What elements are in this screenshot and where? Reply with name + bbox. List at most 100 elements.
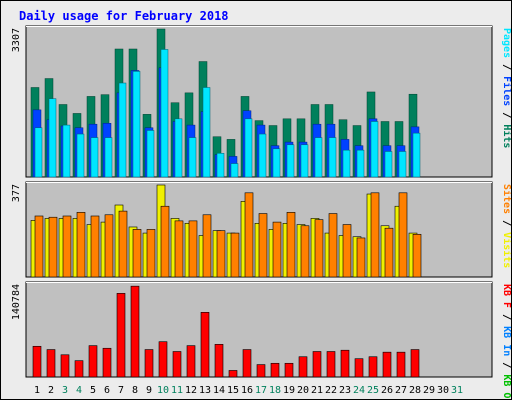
bar-pages-8 [132,71,141,178]
x-tick-day-23: 23 [339,385,351,396]
bar-kb-2 [46,349,56,378]
legend-entry-kbytes-0: KB F [501,284,511,308]
bar-kb-3 [60,354,70,378]
legend-entry-visits-sites-1: / [501,214,511,232]
bar-pages-20 [300,144,309,178]
x-tick-day-19: 19 [283,385,295,396]
x-tick-day-21: 21 [311,385,323,396]
bar-pages-18 [272,148,281,178]
x-tick-day-10: 10 [157,385,169,396]
bar-pages-9 [146,130,155,178]
bar-kb-10 [158,341,168,378]
bar-sites-12 [188,220,198,278]
bar-pages-14 [216,153,225,178]
bar-sites-3 [62,215,72,278]
bar-pages-21 [314,137,323,178]
bar-kb-22 [326,351,336,378]
legend-entry-visits-sites-2: Visits [501,232,511,268]
bar-sites-21 [314,219,324,278]
bar-sites-20 [300,225,310,278]
bar-sites-19 [286,212,296,278]
x-tick-day-2: 2 [48,385,54,396]
bar-pages-26 [384,151,393,178]
bar-kb-21 [312,351,322,378]
legend-entry-kbytes-1: / [501,308,511,326]
x-tick-day-20: 20 [297,385,309,396]
bar-pages-7 [118,82,127,178]
x-tick-day-17: 17 [255,385,267,396]
bar-pages-23 [342,149,351,178]
bar-pages-4 [76,133,85,178]
bar-sites-17 [258,213,268,278]
x-tick-day-24: 24 [353,385,365,396]
ymax-label-hits-files-pages: 3307 [11,28,22,52]
x-tick-day-3: 3 [62,385,68,396]
bar-kb-26 [382,351,392,378]
x-tick-day-12: 12 [185,385,197,396]
bar-kb-15 [228,370,238,378]
bar-kb-28 [410,349,420,378]
bar-kb-20 [298,356,308,378]
bar-sites-7 [118,210,128,278]
bar-sites-27 [398,192,408,278]
bar-sites-25 [370,192,380,278]
legend-entry-hits-files-pages-1: / [501,58,511,76]
legend-kbytes: KB F / KB In / KB Out [501,284,511,399]
bar-kb-1 [32,345,42,378]
bar-pages-3 [62,124,71,178]
bar-sites-23 [342,224,352,278]
bar-kb-11 [172,351,182,378]
bar-pages-5 [90,137,99,178]
ymax-label-kbytes: 140784 [11,284,22,320]
bar-sites-16 [244,192,254,278]
bar-pages-12 [188,137,197,178]
bar-sites-1 [34,215,44,278]
bar-pages-24 [356,149,365,178]
bar-sites-26 [384,227,394,278]
bar-kb-27 [396,351,406,378]
x-tick-day-27: 27 [395,385,407,396]
legend-visits-sites: Sites / Visits [501,184,511,268]
bar-pages-19 [286,144,295,178]
bar-pages-6 [104,137,113,178]
bar-pages-10 [160,49,169,178]
bar-pages-16 [244,118,253,178]
bar-pages-27 [398,151,407,178]
x-tick-day-9: 9 [146,385,152,396]
x-tick-day-31: 31 [451,385,463,396]
x-tick-day-6: 6 [104,385,110,396]
legend-entry-kbytes-2: KB In [501,326,511,356]
legend-entry-hits-files-pages-4: Hits [501,124,511,148]
bar-kb-14 [214,344,224,378]
x-tick-day-4: 4 [76,385,82,396]
x-tick-day-25: 25 [367,385,379,396]
bar-pages-28 [412,132,421,178]
legend-hits-files-pages: Pages / Files / Hits [501,28,511,148]
bar-kb-6 [102,347,112,378]
bar-pages-2 [48,98,57,178]
x-tick-day-26: 26 [381,385,393,396]
bar-sites-4 [76,212,86,278]
legend-entry-hits-files-pages-3: / [501,106,511,124]
x-tick-day-1: 1 [34,385,40,396]
bar-sites-6 [104,214,114,278]
legend-entry-hits-files-pages-0: Pages [501,28,511,58]
bar-sites-18 [272,221,282,278]
bar-sites-13 [202,214,212,278]
x-tick-day-22: 22 [325,385,337,396]
legend-entry-kbytes-4: KB Out [501,374,511,399]
x-tick-day-5: 5 [90,385,96,396]
bar-pages-15 [230,163,239,178]
bar-sites-28 [412,233,422,278]
bar-sites-24 [356,237,366,278]
legend-entry-visits-sites-0: Sites [501,184,511,214]
x-tick-day-13: 13 [199,385,211,396]
bar-sites-15 [230,232,240,278]
bar-kb-24 [354,358,364,378]
legend-entry-kbytes-3: / [501,356,511,374]
bar-pages-25 [370,121,379,178]
x-tick-day-28: 28 [409,385,421,396]
x-tick-day-16: 16 [241,385,253,396]
